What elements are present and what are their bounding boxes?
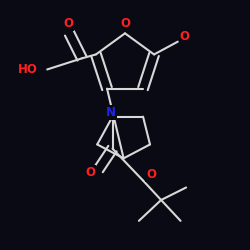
Text: O: O: [120, 17, 130, 30]
Text: N: N: [106, 106, 116, 119]
Text: O: O: [180, 30, 190, 43]
Text: O: O: [146, 168, 156, 181]
Text: O: O: [85, 166, 95, 179]
Text: HO: HO: [18, 63, 38, 76]
Text: O: O: [63, 17, 73, 30]
